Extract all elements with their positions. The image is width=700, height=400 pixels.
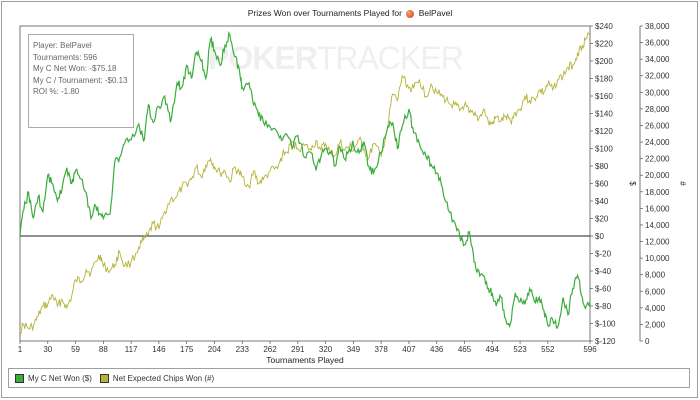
x-axis-label: Tournaments Played bbox=[266, 355, 344, 365]
x-tick-label: 349 bbox=[347, 345, 361, 354]
right-axis-tick-label: 10,000 bbox=[645, 254, 670, 263]
x-tick-label: 320 bbox=[319, 345, 333, 354]
right-axis-tick-label: 18,000 bbox=[645, 188, 670, 197]
x-tick-label: 146 bbox=[152, 345, 166, 354]
series-line-net-won bbox=[19, 30, 591, 329]
right-axis-tick-label: 30,000 bbox=[645, 88, 670, 97]
legend-swatch-expected-chips bbox=[99, 373, 109, 383]
stats-net-won: My C Net Won: -$75.18 bbox=[33, 64, 117, 74]
stats-box: Player: BelPavel Tournaments: 596 My C N… bbox=[28, 34, 134, 128]
left-axis-tick-label: $-80 bbox=[595, 302, 612, 311]
chart-title: Prizes Won over Tournaments Played for B… bbox=[0, 8, 700, 18]
right-axis-label: # bbox=[678, 181, 687, 186]
legend-item-net-won[interactable]: My C Net Won ($) bbox=[15, 373, 92, 383]
x-tick-label: 465 bbox=[458, 345, 472, 354]
x-tick-label: 291 bbox=[291, 345, 305, 354]
left-axis-tick-label: $180 bbox=[595, 75, 613, 84]
stats-roi: ROI %: -1.80 bbox=[33, 87, 80, 97]
right-axis-tick-label: 34,000 bbox=[645, 55, 670, 64]
right-axis-tick-label: 28,000 bbox=[645, 105, 670, 114]
right-axis-tick-label: 38,000 bbox=[645, 22, 670, 31]
left-axis-tick-label: $120 bbox=[595, 127, 613, 136]
x-tick-label: 233 bbox=[236, 345, 250, 354]
right-axis-tick-label: 36,000 bbox=[645, 39, 670, 48]
right-axis-tick-label: 22,000 bbox=[645, 155, 670, 164]
stats-player: Player: BelPavel bbox=[33, 41, 92, 50]
x-tick-label: 262 bbox=[263, 345, 277, 354]
left-axis-tick-label: $240 bbox=[595, 22, 613, 31]
x-tick-label: 523 bbox=[513, 345, 527, 354]
right-axis-tick-label: 16,000 bbox=[645, 204, 670, 213]
chart-title-player: BelPavel bbox=[418, 8, 453, 18]
x-tick-label: 88 bbox=[99, 345, 108, 354]
x-tick-label: 378 bbox=[374, 345, 388, 354]
right-axis-tick-label: 4,000 bbox=[645, 304, 666, 313]
stats-per-tournament: My C / Tournament: -$0.13 bbox=[33, 75, 128, 85]
left-axis-tick-label: $100 bbox=[595, 145, 613, 154]
x-tick-label: 596 bbox=[583, 345, 597, 354]
left-axis-tick-label: $160 bbox=[595, 92, 613, 101]
right-axis-tick-label: 32,000 bbox=[645, 72, 670, 81]
left-axis-tick-label: $80 bbox=[595, 162, 609, 171]
right-axis-tick-label: 12,000 bbox=[645, 238, 670, 247]
legend-item-expected-chips[interactable]: Net Expected Chips Won (#) bbox=[99, 373, 215, 383]
legend-swatch-net-won bbox=[15, 373, 24, 383]
left-axis-tick-label: $-120 bbox=[595, 337, 616, 346]
watermark-thin: TRACKER bbox=[316, 40, 464, 76]
left-axis-tick-label: $60 bbox=[595, 180, 609, 189]
left-axis-tick-label: $200 bbox=[595, 57, 613, 66]
x-tick-label: 1 bbox=[18, 345, 23, 354]
left-axis-tick-label: $0 bbox=[595, 232, 604, 241]
legend-label-expected-chips: Net Expected Chips Won (#) bbox=[112, 373, 215, 383]
legend-label-net-won: My C Net Won ($) bbox=[28, 373, 92, 383]
x-tick-label: 30 bbox=[43, 345, 52, 354]
right-axis-tick-label: 26,000 bbox=[645, 121, 670, 130]
series-line-expected-chips bbox=[19, 32, 591, 335]
x-tick-label: 175 bbox=[180, 345, 194, 354]
x-tick-label: 117 bbox=[125, 345, 138, 354]
left-axis-label: $ bbox=[628, 181, 637, 186]
x-tick-label: 59 bbox=[71, 345, 80, 354]
left-axis-tick-label: $-40 bbox=[595, 267, 612, 276]
right-axis-tick-label: 0 bbox=[645, 337, 650, 346]
left-axis-tick-label: $-100 bbox=[595, 320, 616, 329]
chart-legend: My C Net Won ($) Net Expected Chips Won … bbox=[8, 368, 690, 388]
left-axis-tick-label: $20 bbox=[595, 215, 609, 224]
left-axis-tick-label: $220 bbox=[595, 40, 613, 49]
left-axis-tick-label: $140 bbox=[595, 110, 613, 119]
right-axis-tick-label: 14,000 bbox=[645, 221, 670, 230]
stats-tournaments: Tournaments: 596 bbox=[33, 52, 98, 62]
x-tick-label: 436 bbox=[430, 345, 444, 354]
left-axis-tick-label: $-60 bbox=[595, 285, 612, 294]
right-axis-tick-label: 24,000 bbox=[645, 138, 670, 147]
right-axis-tick-label: 8,000 bbox=[645, 271, 666, 280]
x-tick-label: 204 bbox=[208, 345, 222, 354]
x-tick-label: 494 bbox=[486, 345, 500, 354]
left-axis-tick-label: $40 bbox=[595, 197, 609, 206]
right-axis-tick-label: 2,000 bbox=[645, 320, 666, 329]
x-tick-label: 552 bbox=[541, 345, 555, 354]
x-tick-label: 407 bbox=[402, 345, 416, 354]
right-axis-tick-label: 20,000 bbox=[645, 171, 670, 180]
poker-chip-icon bbox=[406, 9, 415, 18]
right-axis-tick-label: 6,000 bbox=[645, 287, 666, 296]
left-axis-tick-label: $-20 bbox=[595, 250, 612, 259]
chart-title-prefix: Prizes Won over Tournaments Played for bbox=[247, 8, 402, 18]
